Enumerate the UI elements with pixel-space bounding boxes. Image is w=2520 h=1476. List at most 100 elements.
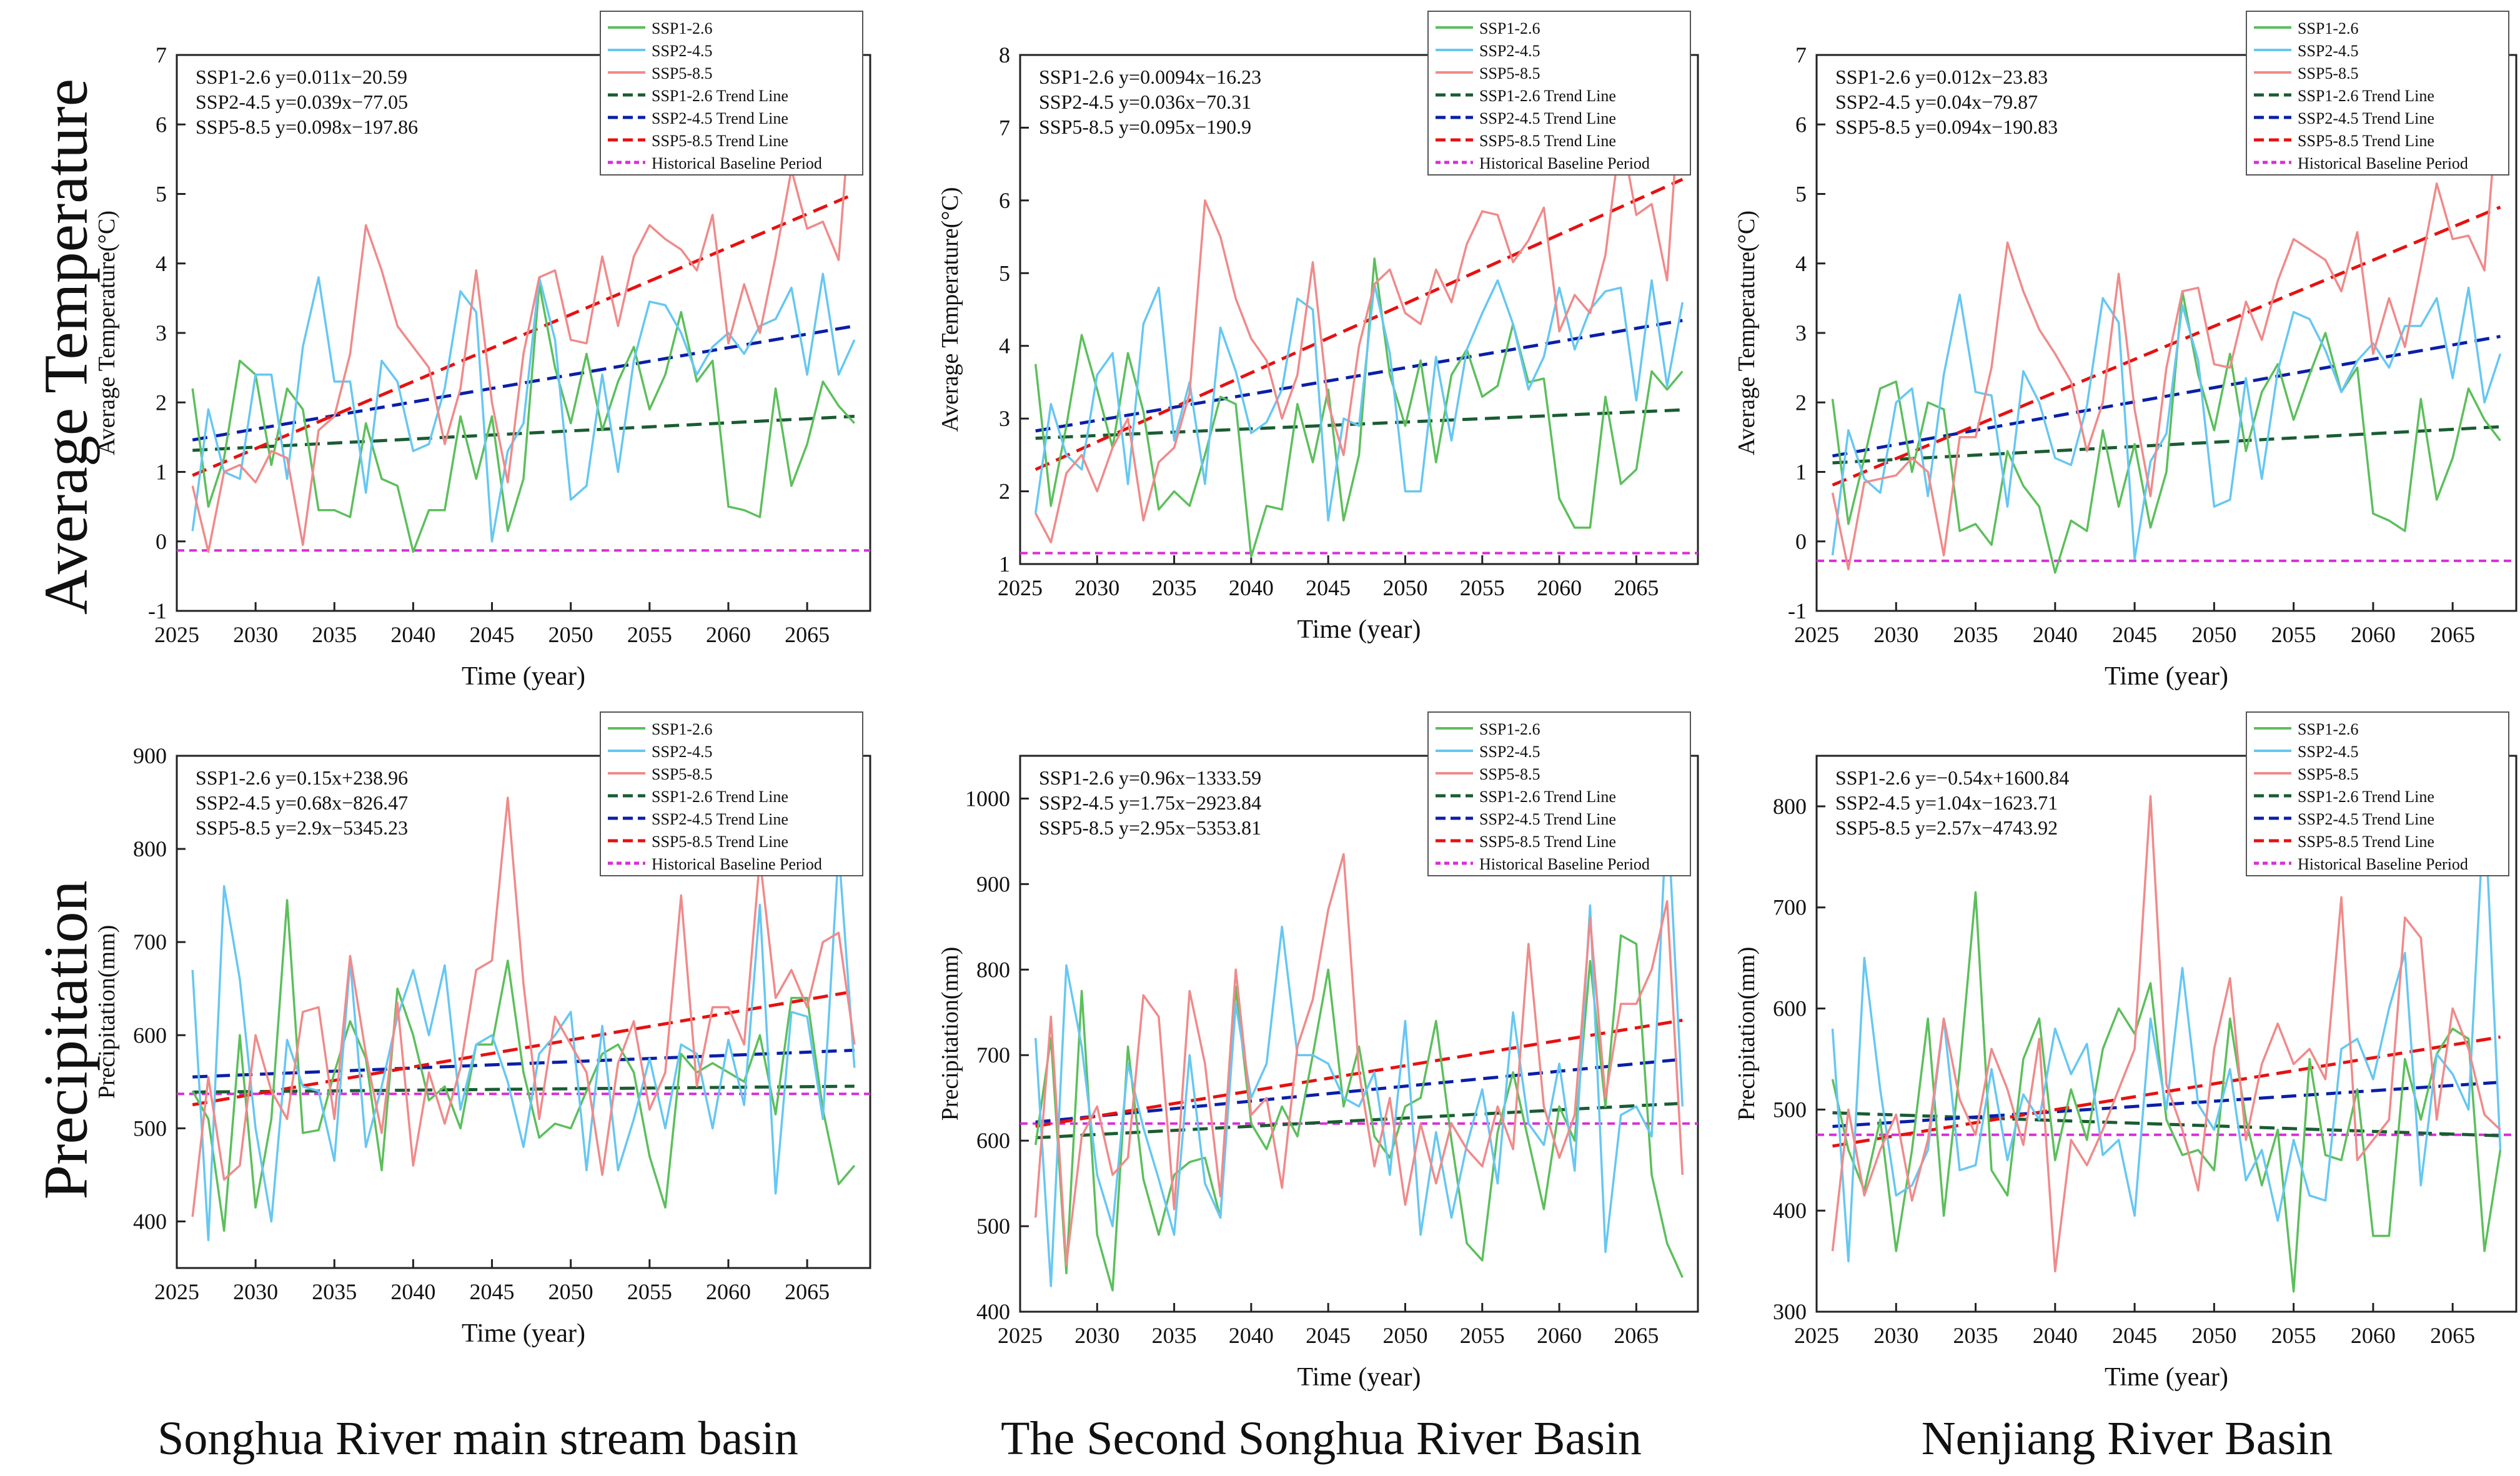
y-tick-label: 0 [1795,529,1807,554]
y-tick-label: 7 [999,115,1010,140]
equation-label: SSP5-8.5 y=2.95x−5353.81 [1039,816,1261,839]
legend: SSP1-2.6 SSP2-4.5 SSP5-8.5 SSP1-2.6 Trend L… [1427,11,1691,176]
legend: SSP1-2.6 SSP2-4.5 SSP5-8.5 SSP1-2.6 Trend L… [600,711,863,876]
series-line-ssp585 [1831,795,2501,1273]
x-tick-label: 2060 [706,622,751,647]
y-tick-label: -1 [148,598,167,623]
y-tick-label: 400 [1773,1198,1807,1223]
y-tick-label: 5 [999,260,1010,285]
y-tick-label: 1 [999,552,1010,577]
y-tick-label: 400 [133,1209,167,1234]
x-tick-label: 2045 [1306,1323,1351,1348]
x-tick-label: 2055 [627,1279,672,1304]
legend-label: SSP2-4.5 Trend Line [1479,109,1616,127]
y-tick-label: 8 [999,42,1010,67]
x-axis-label: Time (year) [462,1319,585,1348]
legend-label: SSP1-2.6 Trend Line [2298,87,2434,105]
x-axis-label: Time (year) [2105,662,2228,691]
legend-box [2246,711,2509,876]
x-tick-label: 2055 [2271,1323,2316,1348]
chart-panel-0: 2025 2030 2035 2040 2045 2050 2055 2060 2065 -1 0 1… [94,11,871,691]
equation-label: SSP2-4.5 y=0.039x−77.05 [196,91,408,113]
y-tick-label: 800 [133,836,167,861]
y-tick-label: 600 [976,1128,1010,1153]
y-tick-label: 7 [1795,42,1807,67]
y-tick-label: 2 [999,479,1010,504]
legend-label: SSP5-8.5 [652,765,713,783]
y-axis-label: Average Temperature(°C) [94,211,120,455]
legend-box [600,11,863,176]
x-axis-label: Time (year) [1297,615,1421,644]
x-axis-label: Time (year) [462,662,585,691]
series-line-ssp245 [1034,279,1684,522]
legend-label: SSP1-2.6 Trend Line [1479,87,1616,105]
legend-label: SSP2-4.5 [2298,42,2359,60]
series-line-ssp585 [1831,69,2502,571]
plot-area [177,796,870,1242]
x-axis-label: Time (year) [2105,1363,2228,1392]
series-line-ssp585 [1034,853,1684,1266]
y-tick-label: 5 [156,182,167,207]
series-line-ssp245 [191,272,856,543]
plot-frame [1815,755,2518,1313]
series-line-ssp245 [1034,801,1684,1287]
legend-label: SSP1-2.6 [1479,720,1540,738]
legend-box [1427,711,1691,876]
x-tick-label: 2025 [998,1323,1043,1348]
y-tick-label: 5 [1795,182,1807,207]
x-tick-label: 2040 [2033,622,2078,647]
legend-label: SSP1-2.6 Trend Line [652,788,788,806]
y-tick-label: 800 [976,957,1010,982]
legend-label: SSP5-8.5 Trend Line [2298,132,2434,150]
x-tick-label: 2065 [785,622,830,647]
x-tick-label: 2035 [1953,622,1998,647]
legend-label: SSP5-8.5 Trend Line [2298,833,2434,851]
legend-label: Historical Baseline Period [652,855,822,873]
x-tick-label: 2060 [1537,1323,1582,1348]
legend-label: SSP2-4.5 Trend Line [1479,810,1616,828]
column-title-songhua-main: Songhua River main stream basin [157,1412,798,1465]
legend-label: SSP5-8.5 Trend Line [1479,833,1616,851]
y-tick-label: 700 [1773,895,1807,920]
legend-label: SSP2-4.5 Trend Line [2298,109,2434,127]
x-tick-label: 2035 [1152,1323,1197,1348]
series-line-ssp126 [191,899,856,1232]
series-line-trend245 [1832,335,2501,458]
series-line-ssp585 [191,55,856,553]
legend-label: SSP1-2.6 Trend Line [652,87,788,105]
x-tick-label: 2050 [2191,622,2236,647]
series-line-trend126 [192,415,855,452]
y-tick-label: 500 [976,1214,1010,1239]
legend-label: SSP1-2.6 Trend Line [2298,788,2434,806]
legend-box [1427,11,1691,176]
x-tick-label: 2035 [1953,1323,1998,1348]
y-tick-label: 600 [1773,996,1807,1021]
series-line-trend126 [192,1084,855,1094]
equation-label: SSP1-2.6 y=−0.54x+1600.84 [1835,766,2069,789]
x-tick-label: 2065 [2430,1323,2475,1348]
y-tick-label: 6 [156,112,167,137]
y-tick-label: 4 [156,251,167,276]
x-tick-label: 2055 [1460,575,1505,600]
legend-label: SSP1-2.6 [652,19,713,37]
legend-label: SSP5-8.5 Trend Line [1479,132,1616,150]
x-tick-label: 2030 [233,622,278,647]
series-line-ssp126 [191,283,856,553]
x-tick-label: 2035 [1152,575,1197,600]
y-tick-label: 600 [133,1023,167,1048]
x-tick-label: 2025 [1794,1323,1839,1348]
legend-label: Historical Baseline Period [1479,855,1650,873]
x-tick-label: 2030 [1074,575,1119,600]
x-tick-label: 2040 [2033,1323,2078,1348]
y-tick-label: 700 [133,929,167,954]
chart-panel-4: 2025 2030 2035 2040 2045 2050 2055 2060 2065 400 5… [937,711,1699,1392]
y-tick-label: 4 [1795,251,1807,276]
x-tick-label: 2060 [706,1279,751,1304]
legend-label: SSP1-2.6 [652,720,713,738]
plot-area [1817,795,2516,1293]
plot-area [1020,55,1698,558]
x-tick-label: 2050 [1382,575,1427,600]
column-title-nenjiang: Nenjiang River Basin [1921,1412,2333,1465]
x-tick-label: 2065 [785,1279,830,1304]
y-axis-label: Average Temperature(°C) [1734,211,1760,455]
